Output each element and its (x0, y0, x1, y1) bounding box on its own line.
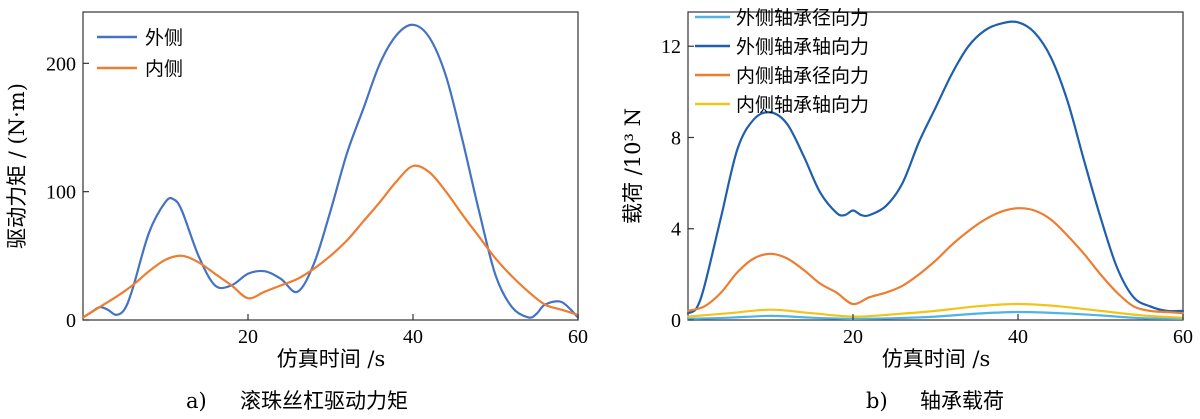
chart-b-series-line-4 (686, 302, 1185, 319)
chart-a-xlabel: 仿真时间 /s (277, 347, 386, 371)
legend-label-series-b2: 外侧轴承轴向力 (736, 36, 869, 58)
chart-a-ytick-label: 200 (46, 53, 76, 75)
chart-b-ylabel: 载荷 /10³ N (621, 108, 645, 224)
chart-b-plot-area (687, 11, 1184, 321)
legend-label-series-a2: 内侧 (145, 58, 183, 80)
chart-b-caption-prefix: b) (866, 389, 888, 413)
chart-a-series-line-1 (81, 23, 580, 319)
chart-b-series-line-2 (686, 20, 1185, 315)
chart-b-ytick-label: 0 (671, 310, 681, 332)
chart-a-xtick-label: 20 (238, 326, 258, 348)
chart-b-xtick-label: 60 (1173, 326, 1193, 348)
legend-label-series-b4: 内侧轴承轴向力 (736, 94, 869, 116)
chart-a-caption-prefix: a) (186, 389, 207, 413)
legend-label-series-a1: 外侧 (145, 27, 183, 49)
chart-a-ytick-label: 0 (66, 310, 76, 332)
chart-b-ytick-label: 4 (671, 219, 681, 241)
legend-label-series-b1: 外侧轴承径向力 (736, 7, 869, 29)
chart-a: 20 40 60 0 100 200 仿真时间 /s 驱动力矩 / (N·m) a) 滚珠… (5, 11, 588, 413)
chart-b-caption: 轴承载荷 (920, 389, 1004, 413)
chart-a-caption: 滚珠丝杠驱动力矩 (240, 389, 408, 413)
chart-b-ytick-label: 12 (661, 36, 681, 58)
legend-label-series-b3: 内侧轴承径向力 (736, 65, 869, 87)
chart-a-xtick-label: 60 (568, 326, 588, 348)
chart-a-ylabel: 驱动力矩 / (N·m) (5, 83, 29, 249)
chart-a-xtick-label: 40 (403, 326, 423, 348)
chart-a-legend: 外侧 内侧 (97, 27, 183, 80)
chart-a-ytick-label: 100 (46, 182, 76, 204)
chart-b-xtick-label: 20 (843, 326, 863, 348)
chart-b: 20 40 60 0 4 8 12 仿真时间 /s 载荷 /10³ N b) 轴承载荷 外侧… (621, 7, 1193, 413)
chart-b-series-line-3 (686, 207, 1185, 315)
chart-b-xlabel: 仿真时间 /s (882, 347, 991, 371)
chart-b-xtick-label: 40 (1008, 326, 1028, 348)
chart-b-ytick-label: 8 (671, 127, 681, 149)
chart-b-legend: 外侧轴承径向力 外侧轴承轴向力 内侧轴承径向力 内侧轴承轴向力 (695, 7, 869, 116)
chart-b-series-line-1 (686, 310, 1185, 320)
chart-a-series-line-2 (81, 164, 580, 319)
chart-a-plot-area (82, 11, 579, 321)
